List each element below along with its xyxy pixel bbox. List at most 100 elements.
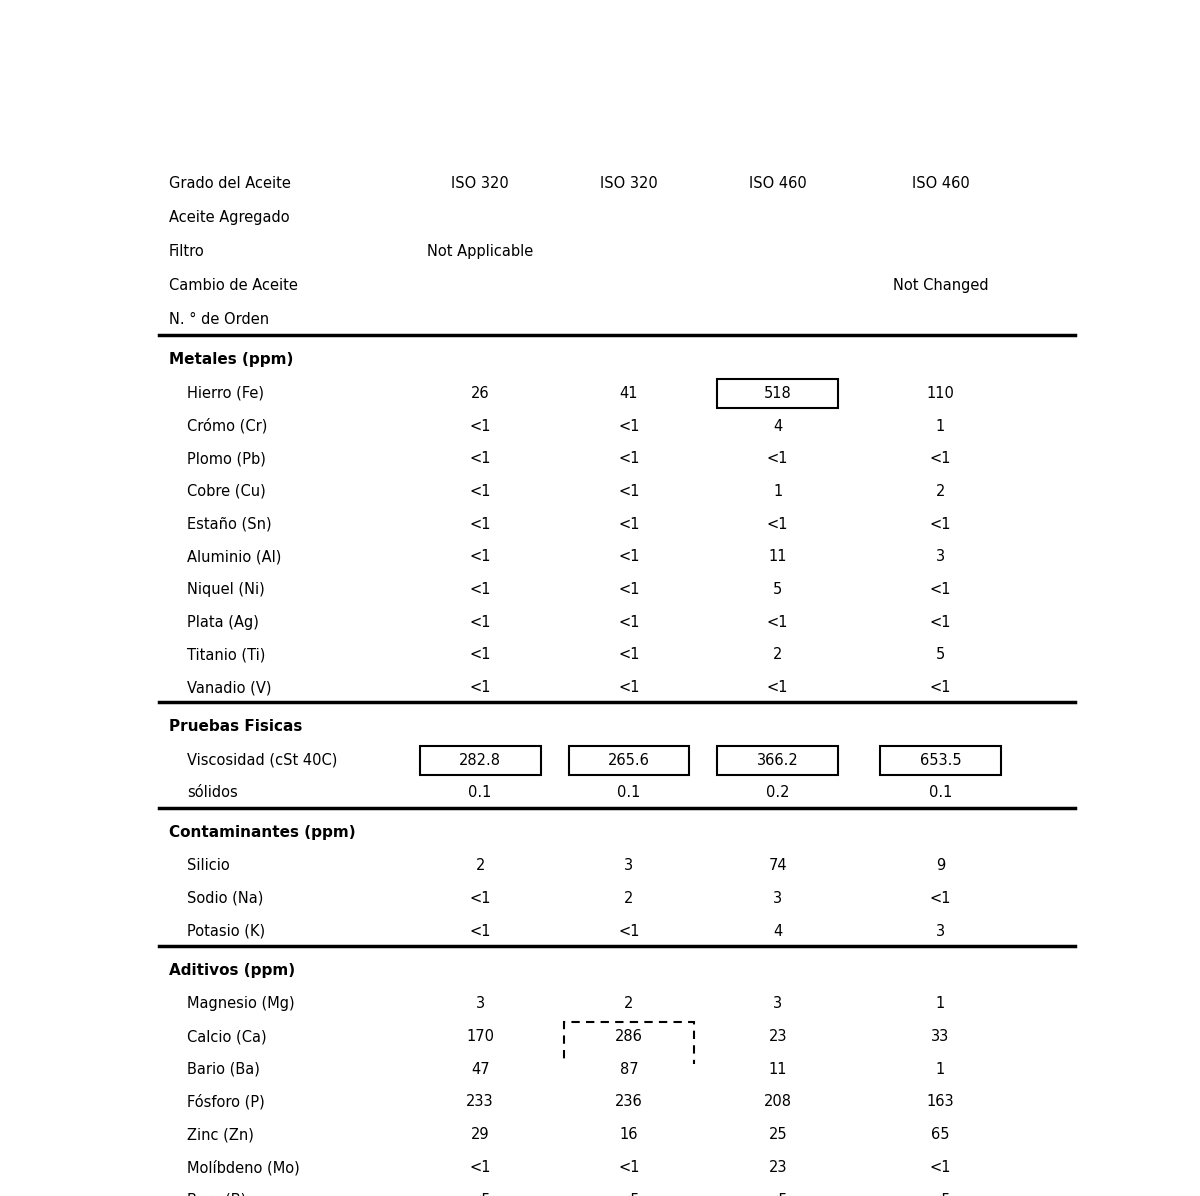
Text: Cambio de Aceite: Cambio de Aceite: [168, 279, 298, 293]
Text: <1: <1: [469, 484, 491, 499]
Text: Aluminio (Al): Aluminio (Al): [187, 549, 282, 565]
Text: 5: 5: [936, 647, 946, 663]
Bar: [564, 1023, 694, 1084]
Text: <1: <1: [618, 681, 640, 695]
Text: 1: 1: [773, 484, 782, 499]
Text: Not Applicable: Not Applicable: [427, 244, 533, 260]
Text: <5: <5: [469, 1192, 491, 1196]
Text: <1: <1: [930, 1160, 952, 1174]
Text: Vanadio (V): Vanadio (V): [187, 681, 271, 695]
Text: ISO 460: ISO 460: [749, 176, 806, 191]
Text: Molíbdeno (Mo): Molíbdeno (Mo): [187, 1160, 300, 1176]
Text: <5: <5: [930, 1192, 952, 1196]
Text: <1: <1: [618, 517, 640, 531]
Text: <1: <1: [618, 923, 640, 939]
Text: <1: <1: [930, 615, 952, 629]
Text: Crómo (Cr): Crómo (Cr): [187, 419, 268, 434]
Bar: [718, 746, 839, 775]
Text: <1: <1: [618, 451, 640, 466]
Text: Metales (ppm): Metales (ppm): [168, 352, 293, 367]
Text: Plomo (Pb): Plomo (Pb): [187, 451, 266, 466]
Bar: [880, 746, 1001, 775]
Text: Estaño (Sn): Estaño (Sn): [187, 517, 272, 531]
Text: 1: 1: [936, 419, 946, 433]
Text: <1: <1: [767, 517, 788, 531]
Text: 9: 9: [936, 859, 946, 873]
Text: 26: 26: [470, 386, 490, 401]
Text: 2: 2: [624, 891, 634, 905]
Text: 3: 3: [936, 549, 946, 565]
Text: 170: 170: [466, 1029, 494, 1044]
Text: <1: <1: [618, 549, 640, 565]
Text: Filtro: Filtro: [168, 244, 204, 260]
Text: 41: 41: [619, 386, 638, 401]
Text: 1: 1: [936, 1062, 946, 1076]
Text: 0.1: 0.1: [468, 786, 492, 800]
Text: Calcio (Ca): Calcio (Ca): [187, 1029, 266, 1044]
Bar: [420, 746, 541, 775]
Text: 1: 1: [936, 996, 946, 1012]
Text: Aditivos (ppm): Aditivos (ppm): [168, 963, 295, 978]
Text: Fósforo (P): Fósforo (P): [187, 1094, 265, 1110]
Text: <1: <1: [618, 582, 640, 597]
Text: 2: 2: [773, 647, 782, 663]
Text: 236: 236: [616, 1094, 643, 1110]
Text: Boro (B): Boro (B): [187, 1192, 246, 1196]
Text: <1: <1: [469, 582, 491, 597]
Text: 3: 3: [773, 891, 782, 905]
Text: 3: 3: [936, 923, 946, 939]
Text: 3: 3: [624, 859, 634, 873]
Text: Bario (Ba): Bario (Ba): [187, 1062, 260, 1076]
Text: <5: <5: [618, 1192, 640, 1196]
Text: 33: 33: [931, 1029, 949, 1044]
Text: 23: 23: [768, 1160, 787, 1174]
Text: 16: 16: [619, 1127, 638, 1142]
Text: Potasio (K): Potasio (K): [187, 923, 265, 939]
Text: ISO 320: ISO 320: [451, 176, 509, 191]
Text: <1: <1: [767, 681, 788, 695]
Text: <1: <1: [618, 484, 640, 499]
Text: <1: <1: [618, 615, 640, 629]
Text: <1: <1: [469, 1160, 491, 1174]
Text: 4: 4: [773, 923, 782, 939]
Text: 11: 11: [768, 549, 787, 565]
Text: N. ° de Orden: N. ° de Orden: [168, 312, 269, 328]
Text: 208: 208: [763, 1094, 792, 1110]
Text: 47: 47: [470, 1062, 490, 1076]
Text: 0.2: 0.2: [766, 786, 790, 800]
Text: Sodio (Na): Sodio (Na): [187, 891, 264, 905]
Text: Grado del Aceite: Grado del Aceite: [168, 176, 290, 191]
Text: <1: <1: [469, 681, 491, 695]
Text: Cobre (Cu): Cobre (Cu): [187, 484, 266, 499]
Text: <1: <1: [469, 891, 491, 905]
Text: Contaminantes (ppm): Contaminantes (ppm): [168, 824, 355, 840]
Text: Titanio (Ti): Titanio (Ti): [187, 647, 265, 663]
Text: Magnesio (Mg): Magnesio (Mg): [187, 996, 295, 1012]
Text: <1: <1: [930, 891, 952, 905]
Text: Hierro (Fe): Hierro (Fe): [187, 386, 264, 401]
Text: 265.6: 265.6: [608, 752, 650, 768]
Text: 2: 2: [936, 484, 946, 499]
Text: <1: <1: [618, 1160, 640, 1174]
Text: Not Changed: Not Changed: [893, 279, 989, 293]
Text: <1: <1: [469, 549, 491, 565]
Text: <1: <1: [618, 419, 640, 433]
Bar: [718, 379, 839, 408]
Text: 29: 29: [470, 1127, 490, 1142]
Text: 233: 233: [467, 1094, 494, 1110]
Text: 3: 3: [773, 996, 782, 1012]
Text: 2: 2: [624, 996, 634, 1012]
Text: 0.1: 0.1: [929, 786, 952, 800]
Text: 23: 23: [768, 1029, 787, 1044]
Text: 65: 65: [931, 1127, 949, 1142]
Text: 110: 110: [926, 386, 954, 401]
Text: <1: <1: [767, 615, 788, 629]
Text: <1: <1: [618, 647, 640, 663]
Text: 0.1: 0.1: [617, 786, 641, 800]
Text: <1: <1: [930, 451, 952, 466]
Text: <1: <1: [469, 419, 491, 433]
Text: <1: <1: [469, 647, 491, 663]
Text: <1: <1: [930, 582, 952, 597]
Text: <1: <1: [469, 517, 491, 531]
Text: 11: 11: [768, 1062, 787, 1076]
